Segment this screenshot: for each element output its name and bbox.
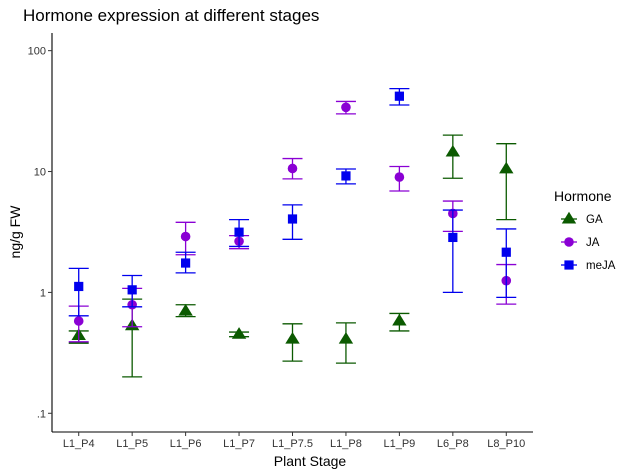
x-axis: L1_P4 L1_P5 L1_P6 L1_P7 L1_P7.5 L1_P8 L1_P9 L6_… <box>52 431 533 450</box>
data-point-meja <box>448 232 458 243</box>
x-tick-label: L8_P10 <box>487 438 525 450</box>
data-point-ja <box>180 231 191 242</box>
x-tick-label: L1_P8 <box>330 438 362 450</box>
y-axis: .1 1 10 100 <box>28 33 53 432</box>
x-tick-label: L1_P7.5 <box>272 438 313 450</box>
x-tick-label: L1_P7 <box>223 438 255 450</box>
y-tick-label: 100 <box>28 46 46 58</box>
data-point-meja <box>127 285 137 295</box>
data-point-ja <box>287 163 298 174</box>
data-point-ga <box>499 161 514 174</box>
data-point-ga <box>285 332 300 344</box>
data-point-meja <box>287 214 298 224</box>
data-point-ga <box>392 313 407 326</box>
data-point-ja <box>73 316 84 326</box>
x-tick-label: L1_P9 <box>383 438 415 450</box>
x-axis-title: Plant Stage <box>274 453 347 469</box>
legend-item-meja: meJA <box>561 260 616 272</box>
plot-area <box>68 87 517 378</box>
data-point-ga <box>445 144 461 157</box>
data-point-meja <box>501 247 511 257</box>
legend-label: GA <box>586 214 603 226</box>
data-point-meja <box>394 91 404 101</box>
y-tick-label: 10 <box>34 167 46 179</box>
data-point-meja <box>234 227 244 237</box>
data-point-ja <box>394 172 405 182</box>
legend-key-marker <box>564 237 574 247</box>
legend-key-marker <box>561 211 577 224</box>
legend-label: meJA <box>586 260 616 272</box>
data-point-meja <box>74 281 84 292</box>
legend: Hormone GA JA meJA <box>554 188 616 272</box>
y-tick-label: .1 <box>37 408 46 420</box>
x-tick-label: L6_P8 <box>437 438 469 450</box>
data-point-meja <box>181 258 191 268</box>
y-tick-label: 1 <box>40 287 46 299</box>
data-point-ga <box>231 327 247 339</box>
data-point-ga <box>178 303 193 316</box>
data-point-meja <box>341 171 351 181</box>
legend-label: JA <box>586 237 600 249</box>
legend-item-ga: GA <box>561 211 603 226</box>
chart-title: Hormone expression at different stages <box>23 6 319 25</box>
data-point-ja <box>341 102 351 113</box>
legend-key-marker <box>564 260 574 270</box>
x-tick-label: L1_P4 <box>63 438 95 450</box>
x-tick-label: L1_P5 <box>116 438 148 450</box>
y-axis-title: ng/g FW <box>7 205 23 259</box>
x-tick-label: L1_P6 <box>170 438 202 450</box>
data-point-ga <box>338 332 354 344</box>
series-meja <box>68 87 517 317</box>
legend-title: Hormone <box>554 188 612 204</box>
legend-item-ja: JA <box>561 237 600 249</box>
